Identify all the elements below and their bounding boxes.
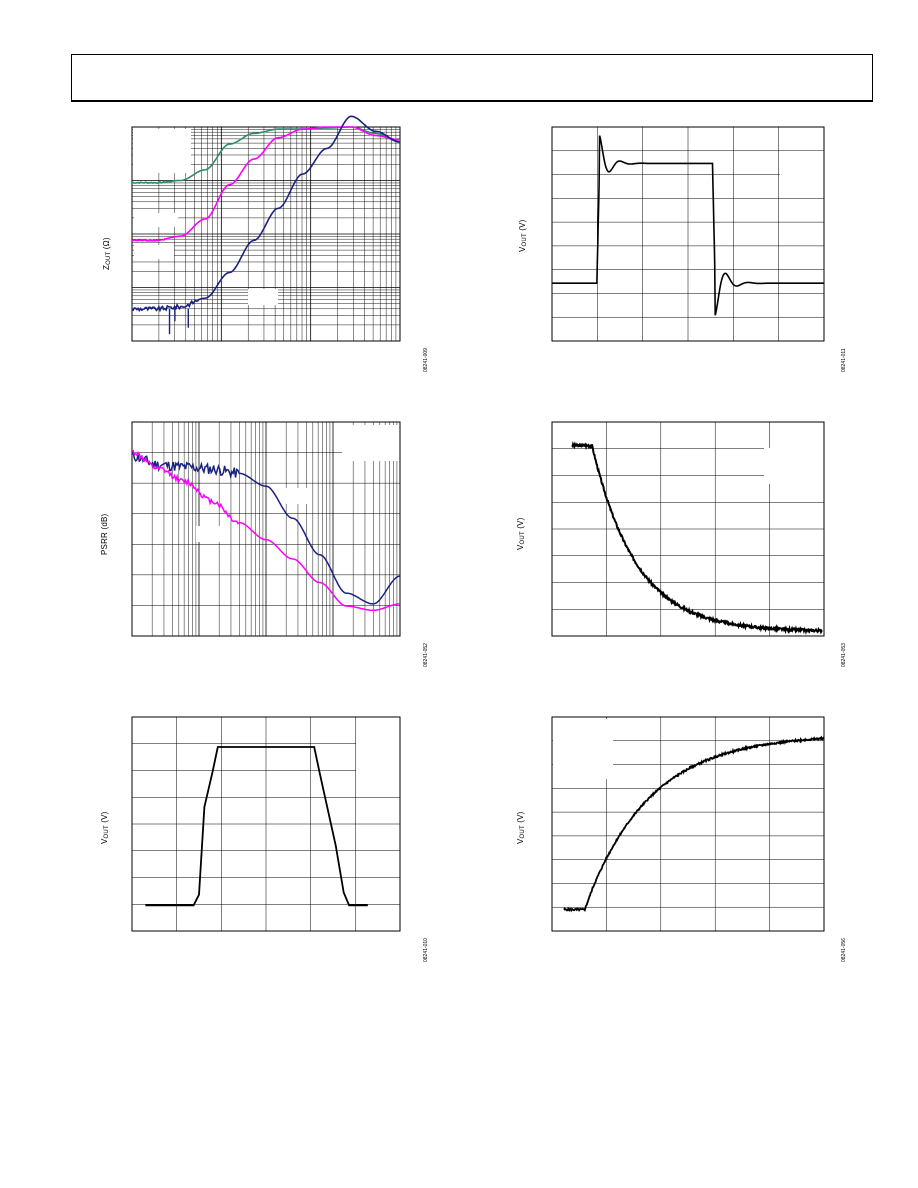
data-series-line (131, 126, 400, 242)
page-header (71, 54, 873, 102)
data-series-line (571, 441, 823, 636)
figure-number: 08241-011 (841, 348, 847, 372)
plot-frame (131, 421, 401, 637)
legend-mask (248, 289, 278, 305)
figure-vout-pulse: VOUT (V) 08241-011 (510, 120, 860, 380)
data-series-line (563, 735, 825, 913)
plot-frame (131, 716, 401, 932)
figure-vout-trapezoid: VOUT (V) 08241-010 (90, 710, 440, 970)
legend-mask (133, 129, 191, 173)
legend-mask (278, 488, 308, 504)
legend-mask (553, 719, 613, 779)
figure-vout-rise: VOUT (V) 08241-056 (510, 710, 860, 970)
zout-chart (131, 115, 401, 342)
legend-mask (780, 151, 824, 197)
plot-frame (551, 421, 825, 637)
figure-zout: ZOUT (Ω) 08241-009 (90, 115, 440, 380)
plot-frame (131, 126, 401, 342)
data-series-line (552, 135, 824, 316)
plot-frame (551, 716, 825, 932)
legend-mask (134, 245, 174, 259)
data-series-line (131, 450, 400, 612)
data-series-line (131, 115, 401, 313)
figure-vout-decay: VOUT (V) 08241-053 (510, 415, 860, 675)
data-series-line (145, 746, 368, 907)
data-series-line (131, 449, 401, 605)
figure-number: 08241-052 (423, 643, 429, 667)
legend-mask (134, 213, 178, 227)
legend-mask (196, 526, 226, 542)
vout-rise-chart (551, 716, 825, 932)
legend-mask (356, 743, 400, 791)
psrr-chart (131, 421, 401, 637)
figure-number: 08241-053 (841, 643, 847, 667)
figure-number: 08241-009 (423, 348, 429, 372)
vout-decay-chart (551, 421, 825, 637)
vout-pulse-chart (551, 126, 825, 342)
figure-number: 08241-010 (423, 938, 429, 962)
legend-mask (764, 448, 824, 484)
legend-mask (342, 425, 400, 461)
vout-trapezoid-chart (131, 716, 401, 932)
figure-number: 08241-056 (841, 938, 847, 962)
plot-frame (551, 126, 825, 342)
figure-psrr: PSRR (dB) 08241-052 (90, 415, 440, 675)
